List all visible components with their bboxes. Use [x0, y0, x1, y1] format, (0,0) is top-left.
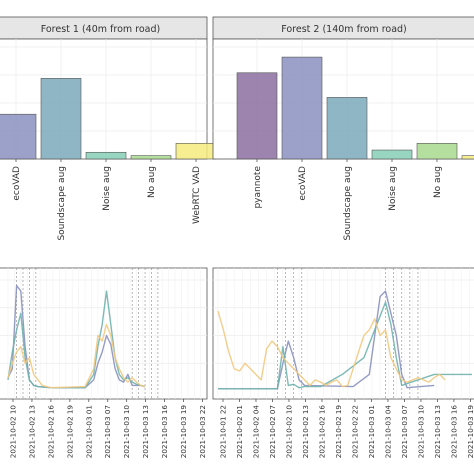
- x-tick-label: 2021-10-02 04: [251, 405, 260, 459]
- x-tick-label: 2021-10-03 07: [103, 405, 112, 458]
- x-tick-label: Noise aug: [102, 166, 112, 211]
- bar-panel-1: Forest 2 (140m from road) pyannote ecoVAD S…: [212, 16, 474, 241]
- x-tick-label: ecoVAD: [12, 166, 22, 201]
- x-tick-label: 2021-10-03 22: [198, 405, 207, 458]
- x-tick-label: 2021-10-03 04: [383, 405, 392, 459]
- series-line-2: [217, 310, 446, 388]
- x-tick-label: Soundscape aug: [343, 166, 353, 241]
- bar-no-aug: [130, 155, 172, 160]
- series-line-2: [7, 323, 146, 389]
- x-tick-label: WebRTC VAD: [192, 166, 202, 224]
- x-tick-label: 2021-10-02 22: [350, 405, 359, 458]
- bar-ecovad: [0, 113, 37, 160]
- x-tick-label: 2021-10-03 10: [416, 405, 425, 459]
- x-tick-label: No aug: [147, 166, 157, 198]
- x-tick-label: 2021-10-03 07: [400, 405, 409, 458]
- line-panel-3: 2021-10-01 22 2021-10-02 01 2021-10-02 04 2…: [212, 267, 474, 459]
- series-line-1: [7, 290, 146, 389]
- line-panel-2: 2021-10-02 10 2021-10-02 13 2021-10-02 16 2…: [0, 267, 208, 459]
- bar-webrtc-vad: [175, 143, 217, 160]
- x-tick-label: 2021-10-02 19: [65, 405, 74, 459]
- bar-panel-0: Forest 1 (40m from road) ecoVAD Soundscape…: [0, 16, 217, 241]
- bar-webrtc-vad: [461, 155, 474, 160]
- bar-noise-aug: [85, 151, 127, 160]
- x-tick-label: pyannote: [253, 166, 263, 209]
- x-tick-label: 2021-10-02 01: [235, 405, 244, 458]
- bar-ecovad: [281, 56, 323, 160]
- x-tick-label: 2021-10-03 13: [433, 405, 442, 458]
- x-tick-label: 2021-10-01 22: [219, 405, 228, 458]
- x-tick-label: 2021-10-03 16: [160, 405, 169, 459]
- x-tick-label: 2021-10-02 19: [334, 405, 343, 459]
- x-tick-label: 2021-10-03 16: [449, 405, 458, 459]
- x-tick-label: 2021-10-02 07: [268, 405, 277, 458]
- x-tick-label: Soundscape aug: [57, 166, 67, 241]
- x-tick-label: 2021-10-02 10: [9, 405, 18, 459]
- x-tick-label: 2021-10-02 13: [301, 405, 310, 458]
- bar-soundscape-aug: [326, 97, 368, 160]
- bar-soundscape-aug: [40, 78, 82, 160]
- series-line-0: [7, 284, 146, 389]
- panel-title: Forest 2 (140m from road): [281, 24, 407, 35]
- x-tick-label: No aug: [433, 166, 443, 198]
- x-tick-label: 2021-10-03 01: [367, 405, 376, 458]
- x-tick-label: 2021-10-02 16: [317, 405, 326, 459]
- series-line-1: [218, 301, 472, 390]
- series-line-0: [218, 290, 435, 390]
- x-tick-label: 2021-10-02 13: [27, 405, 36, 458]
- x-tick-label: 2021-10-03 10: [122, 405, 131, 459]
- panel-title: Forest 1 (40m from road): [41, 24, 161, 35]
- x-tick-label: 2021-10-03 19: [466, 405, 474, 459]
- x-tick-label: 2021-10-03 13: [141, 405, 150, 458]
- bar-noise-aug: [371, 149, 413, 160]
- x-tick-label: ecoVAD: [298, 166, 308, 201]
- x-tick-label: 2021-10-02 16: [46, 405, 55, 459]
- x-tick-label: Noise aug: [388, 166, 398, 211]
- x-tick-label: 2021-10-03 19: [179, 405, 188, 459]
- x-tick-label: 2021-10-02 10: [284, 405, 293, 459]
- bar-pyannote: [236, 72, 278, 160]
- bar-no-aug: [416, 143, 458, 160]
- x-tick-label: 2021-10-03 01: [84, 405, 93, 458]
- plot-area: [212, 267, 474, 400]
